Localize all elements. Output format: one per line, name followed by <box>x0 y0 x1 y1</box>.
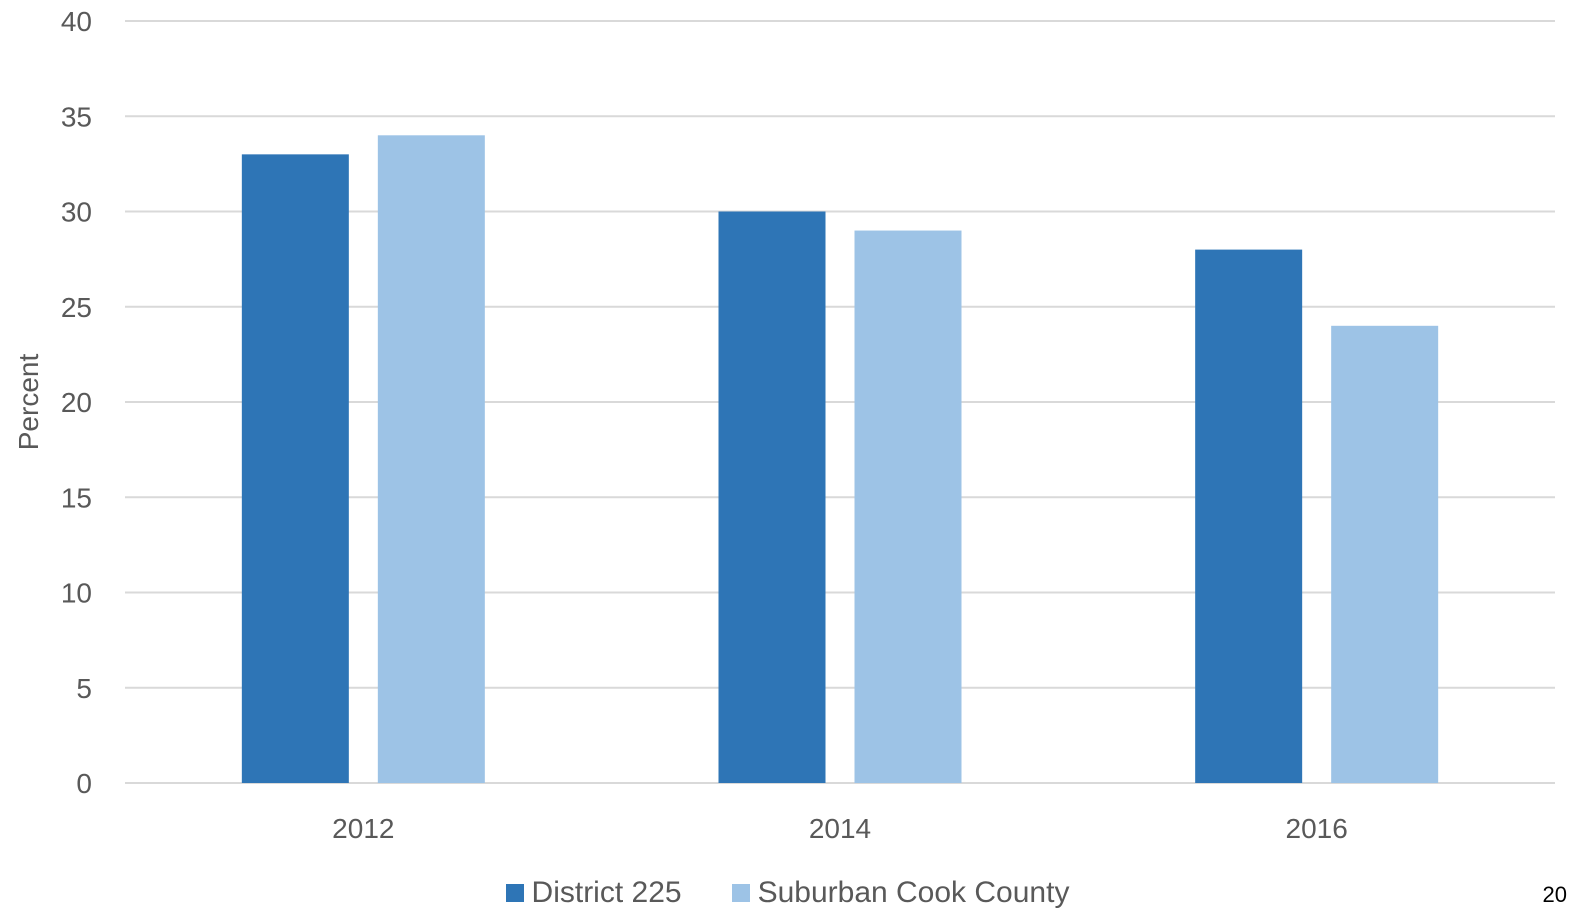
x-tick-label: 2012 <box>332 813 394 844</box>
legend-item-suburban-cook-county: Suburban Cook County <box>731 876 1070 910</box>
bar-district-225-2016 <box>1195 249 1303 784</box>
legend-label-district-225: District 225 <box>531 876 682 909</box>
y-axis-label: Percent <box>13 354 44 451</box>
x-tick-label: 2014 <box>809 813 871 844</box>
gridlines <box>125 20 1555 784</box>
y-tick-label: 30 <box>61 197 92 228</box>
y-axis-ticks: 0 5 10 15 20 25 30 35 40 <box>61 6 92 799</box>
legend-label-suburban-cook-county: Suburban Cook County <box>757 876 1070 909</box>
y-tick-label: 35 <box>61 101 92 132</box>
bar-suburban-cook-county-2012 <box>377 135 485 784</box>
y-tick-label: 25 <box>61 292 92 323</box>
page-number: 20 <box>1542 882 1567 907</box>
legend-swatch-suburban-cook-county <box>731 884 750 902</box>
bar-suburban-cook-county-2016 <box>1331 325 1439 783</box>
y-tick-label: 20 <box>61 387 92 418</box>
y-tick-label: 15 <box>61 482 92 513</box>
y-tick-label: 5 <box>76 673 92 704</box>
legend-item-district-225: District 225 <box>505 876 682 910</box>
y-tick-label: 10 <box>61 578 92 609</box>
y-tick-label: 0 <box>76 768 92 799</box>
bar-district-225-2012 <box>241 154 349 784</box>
x-tick-label: 2016 <box>1286 813 1348 844</box>
bar-district-225-2014 <box>718 211 826 783</box>
legend: District 225 Suburban Cook County <box>0 876 1575 910</box>
y-tick-label: 40 <box>61 6 92 37</box>
bar-chart: 0 5 10 15 20 25 30 35 40 2012 2014 2016 Percent <box>13 6 1555 844</box>
bar-suburban-cook-county-2014 <box>854 230 962 784</box>
legend-swatch-district-225 <box>505 884 524 902</box>
x-axis-ticks: 2012 2014 2016 <box>332 813 1348 844</box>
bars <box>241 135 1439 784</box>
